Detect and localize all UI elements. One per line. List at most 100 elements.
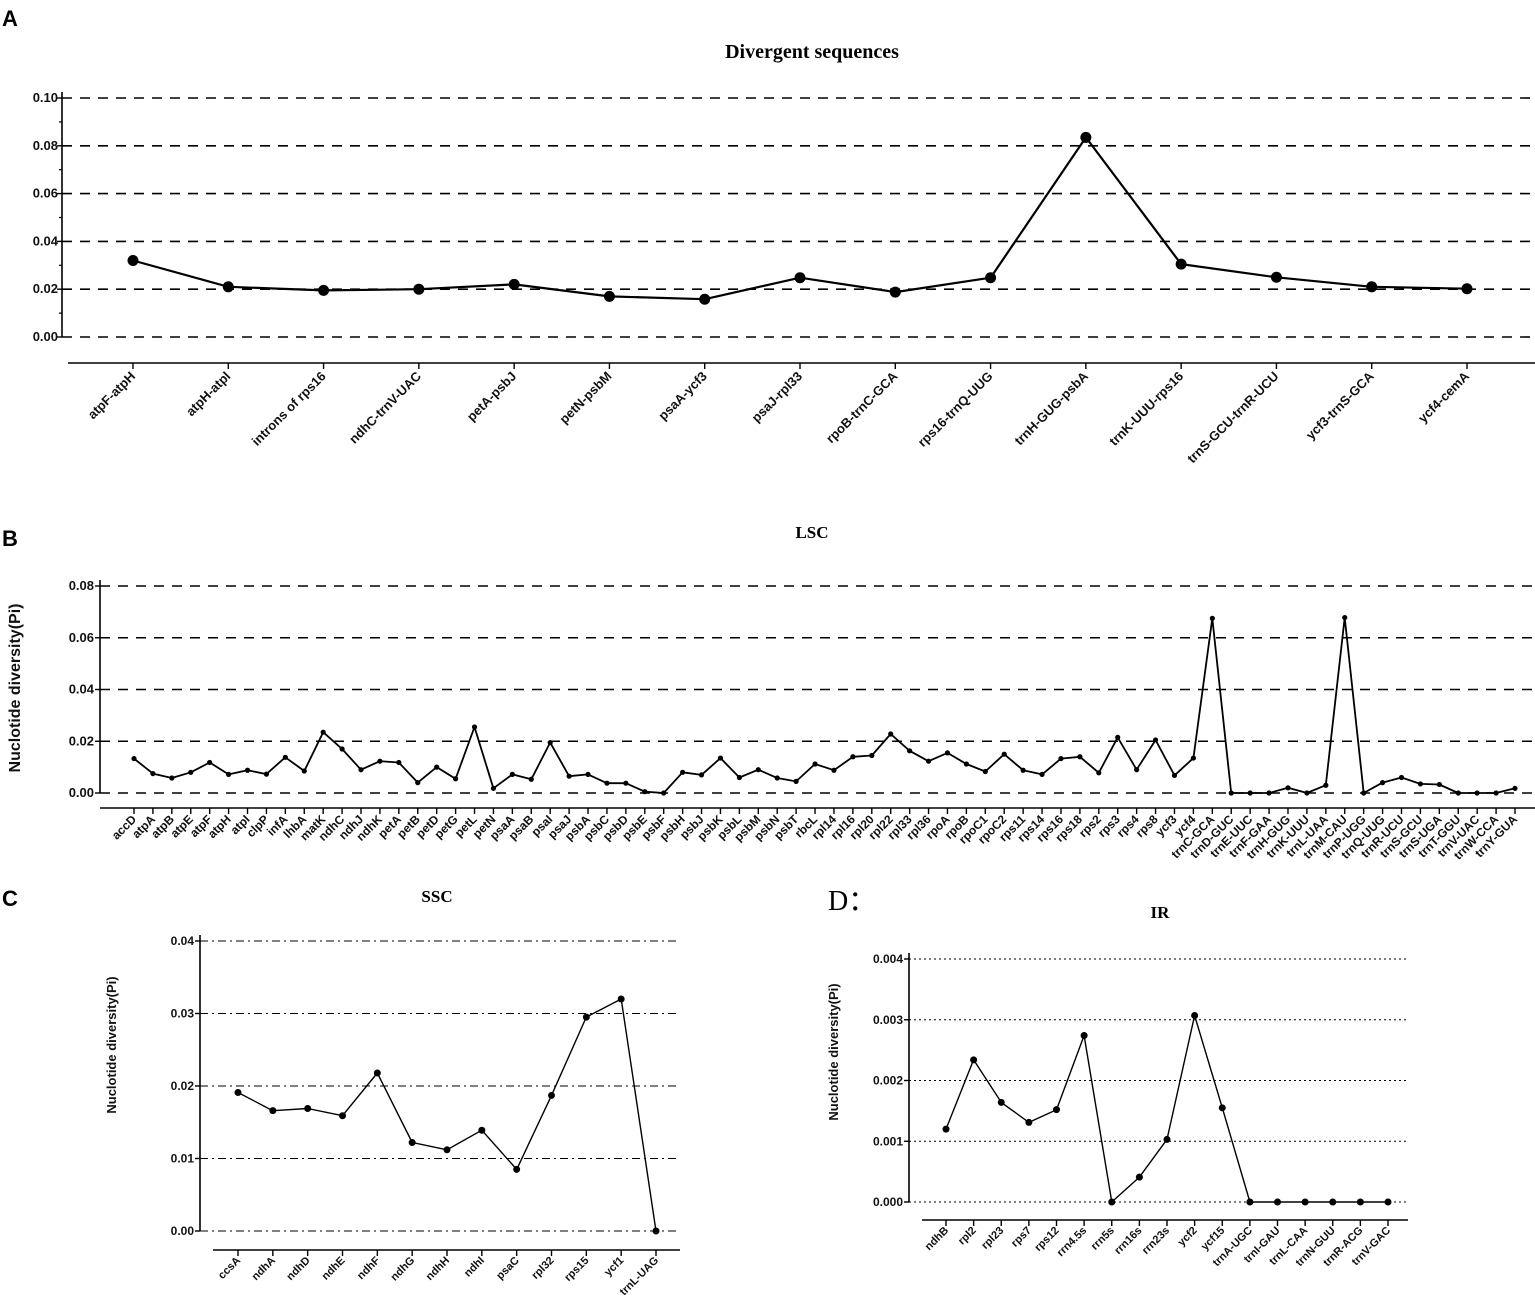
data-point [1020, 767, 1026, 773]
data-point [207, 759, 213, 766]
data-point [1001, 751, 1007, 757]
x-tick-label: rps16-trnQ-UUG [915, 369, 996, 450]
y-tick-label: 0.04 [33, 233, 59, 248]
data-point [1436, 781, 1442, 788]
data-point [1218, 1104, 1226, 1112]
y-tick-label: 0.04 [69, 682, 95, 697]
data-point [1152, 737, 1159, 743]
x-tick-label: rrn16s [1112, 1225, 1144, 1257]
data-point [889, 286, 901, 298]
data-point [1209, 615, 1215, 621]
y-tick-label: 0.10 [33, 90, 58, 105]
x-tick-label: introns of rps16 [249, 369, 329, 449]
data-point [699, 293, 711, 305]
x-tick-label: rpl23 [979, 1225, 1006, 1252]
x-tick-label: petA-psbJ [464, 369, 520, 425]
data-point [548, 1091, 555, 1099]
chart-c: 0.00 0.01 0.02 0.03 0.04 ccsA ndhA ndhD ndhE ndhF… [171, 934, 680, 1298]
data-point [1163, 1135, 1171, 1143]
x-tick-label: psaA-ycf3 [655, 369, 710, 424]
x-tick-label: rpl32 [530, 1255, 557, 1282]
data-point [793, 778, 799, 784]
data-point [169, 775, 175, 781]
data-point [443, 1146, 451, 1154]
data-point [1134, 767, 1140, 773]
data-point [680, 769, 686, 775]
data-point [1246, 1198, 1254, 1206]
y-tick-label: 0.000 [873, 1195, 903, 1209]
data-point [1096, 770, 1102, 776]
chart-c-title: SSC [421, 887, 452, 906]
data-point [1247, 790, 1253, 796]
x-tick-label: ndhA [250, 1255, 278, 1283]
data-point [415, 780, 421, 786]
panel-letter-b: B [2, 526, 18, 551]
data-point [478, 1126, 486, 1134]
data-point [963, 761, 969, 767]
data-point [150, 770, 156, 777]
data-point [774, 775, 780, 781]
data-point [1274, 1198, 1281, 1206]
data-point [1512, 785, 1518, 791]
data-point [188, 769, 194, 775]
data-point [970, 1056, 978, 1064]
data-point [358, 767, 364, 773]
y-tick-label: 0.02 [33, 281, 58, 296]
data-point [1080, 131, 1092, 143]
data-point [1329, 1198, 1337, 1206]
data-point [528, 776, 534, 782]
data-point [1077, 754, 1083, 760]
data-point [603, 290, 615, 302]
y-tick-label: 0.003 [873, 1013, 903, 1027]
data-point [304, 1104, 312, 1112]
x-tick-label: rrn4.5s [1055, 1225, 1089, 1259]
data-point [434, 764, 440, 770]
data-point [263, 771, 270, 777]
data-point [1191, 1011, 1199, 1019]
data-point [585, 771, 591, 777]
data-point [717, 755, 724, 761]
data-point [1080, 1032, 1088, 1040]
data-point [1455, 790, 1461, 796]
data-point [1417, 781, 1424, 787]
data-point [1285, 785, 1291, 791]
data-point [320, 729, 326, 735]
chart-b: 0.000.020.040.060.08accDatpAatpBatpEatpF… [69, 578, 1535, 862]
data-point [698, 772, 705, 778]
data-point [301, 768, 307, 774]
y-tick-label: 0.08 [69, 578, 94, 593]
x-tick-label: rpoB-trnC-GCA [823, 368, 901, 446]
data-point [888, 731, 894, 737]
x-tick-label: rps7 [1009, 1225, 1034, 1250]
data-point [1058, 755, 1064, 762]
data-point [222, 281, 234, 293]
x-tick-label: psaC [494, 1255, 522, 1283]
y-tick-label: 0.00 [171, 1224, 195, 1238]
data-point [471, 724, 478, 730]
x-tick-label: ycf4-cemA [1415, 368, 1473, 426]
x-tick-label: trnH-GUG-psbA [1011, 368, 1091, 448]
data-point [413, 283, 425, 295]
data-point [234, 1089, 242, 1097]
data-point [604, 780, 610, 786]
data-point [339, 746, 345, 752]
data-point [582, 1013, 590, 1021]
data-point [985, 272, 997, 284]
data-point [794, 272, 806, 284]
chart-c-ylabel: Nuclotide diversity(Pi) [104, 976, 119, 1113]
data-point [1398, 774, 1405, 781]
x-tick-label: ycf1 [602, 1255, 626, 1279]
data-point [1270, 271, 1282, 283]
data-point [1323, 782, 1329, 788]
data-point [652, 1227, 660, 1235]
y-tick-label: 0.001 [873, 1134, 903, 1148]
data-point [1171, 772, 1178, 779]
data-point [269, 1107, 277, 1115]
data-point [508, 278, 520, 290]
y-tick-label: 0.00 [33, 329, 58, 344]
data-point [1039, 771, 1045, 777]
data-point [755, 767, 761, 773]
data-point [1115, 734, 1121, 740]
data-point [453, 776, 459, 782]
